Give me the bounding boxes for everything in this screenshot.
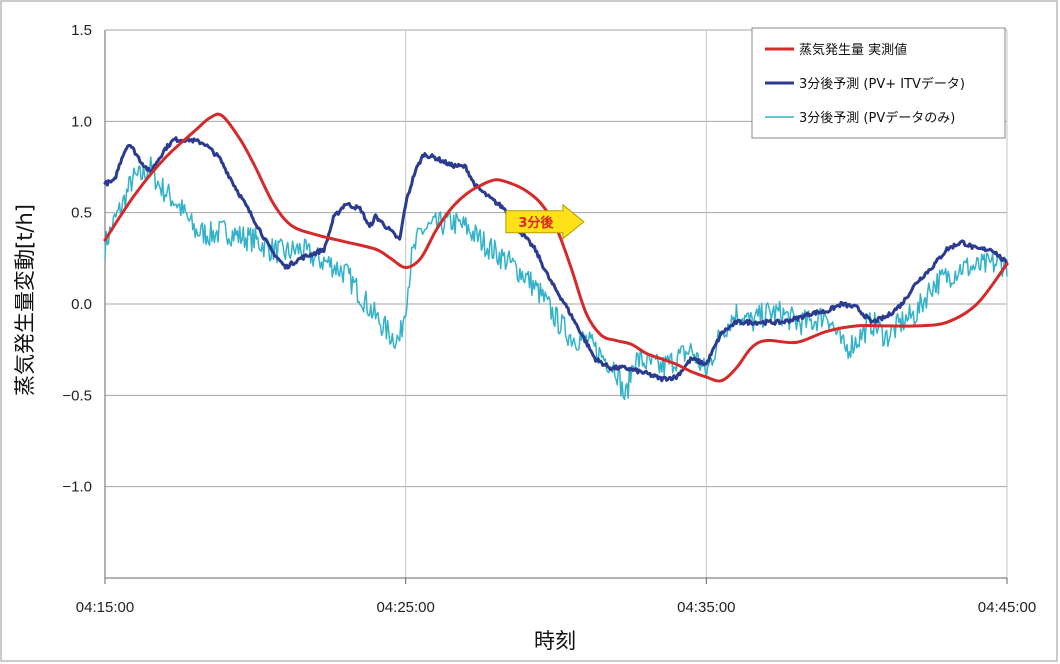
x-axis-title: 時刻 xyxy=(534,629,576,653)
legend-label: 蒸気発生量 実測値 xyxy=(799,42,907,58)
legend-label: 3分後予測 (PV+ ITVデータ) xyxy=(799,76,965,92)
x-tick-label: 04:45:00 xyxy=(978,599,1036,616)
y-tick-label: 0.0 xyxy=(71,296,92,313)
y-axis-title: 蒸気発生量変動[t/h] xyxy=(13,204,37,396)
legend: 蒸気発生量 実測値 3分後予測 (PV+ ITVデータ) 3分後予測 (PVデータの… xyxy=(751,27,1006,139)
series-line-2 xyxy=(103,136,1009,383)
annotation-arrow xyxy=(505,203,585,240)
y-tick-label: 1.0 xyxy=(71,113,92,130)
annotation: 3分後 xyxy=(505,203,585,240)
legend-label: 3分後予測 (PVデータのみ) xyxy=(799,110,955,126)
x-tick-label: 04:15:00 xyxy=(76,599,134,616)
y-tick-label: −1.0 xyxy=(62,479,92,496)
series-group xyxy=(103,112,1009,401)
x-tick-label: 04:35:00 xyxy=(677,599,735,616)
legend-box xyxy=(751,27,1006,139)
tick-labels: 1.5 1.0 0.5 0.0 −0.5 −1.0 04:15:00 04:25:00 04:3… xyxy=(62,22,1036,616)
x-tick-label: 04:25:00 xyxy=(376,599,434,616)
annotation-label: 3分後 xyxy=(518,215,554,231)
y-tick-label: −0.5 xyxy=(62,387,92,404)
series-line-1 xyxy=(103,112,1009,383)
y-tick-label: 1.5 xyxy=(71,22,92,39)
axes xyxy=(104,30,1008,584)
series-line-3 xyxy=(104,156,1008,401)
y-tick-label: 0.5 xyxy=(71,205,92,222)
